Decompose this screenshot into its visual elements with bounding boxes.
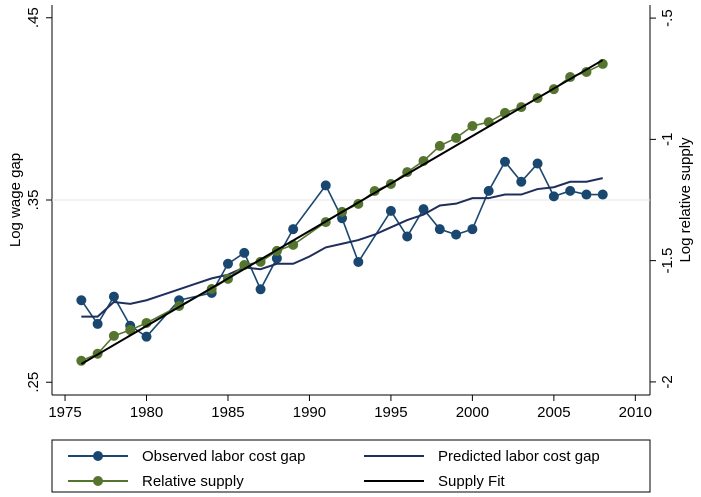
data-point — [76, 295, 87, 306]
data-point — [108, 291, 119, 302]
data-point — [516, 176, 527, 187]
x-tick-label: 2010 — [619, 404, 652, 421]
data-point — [483, 185, 494, 196]
x-tick-label: 1980 — [130, 404, 163, 421]
y-tick-label: .35 — [25, 190, 42, 211]
y-tick-label: .25 — [25, 372, 42, 393]
y2-tick-label: -2 — [659, 375, 676, 388]
data-point — [288, 224, 299, 235]
data-point — [222, 258, 233, 269]
y2-axis-label: Log relative supply — [677, 137, 694, 263]
legend-label: Supply Fit — [438, 473, 506, 490]
data-point — [271, 253, 282, 264]
y2-tick-label: -1 — [659, 133, 676, 146]
data-point — [418, 204, 429, 215]
data-point — [581, 189, 592, 200]
x-tick-label: 1975 — [48, 404, 81, 421]
data-point — [467, 121, 478, 132]
data-point — [125, 325, 136, 335]
data-point — [434, 224, 445, 235]
x-tick-label: 1995 — [374, 404, 407, 421]
data-point — [320, 180, 331, 191]
data-point — [141, 331, 152, 342]
legend-label: Predicted labor cost gap — [438, 448, 600, 465]
data-point — [467, 224, 478, 235]
data-point — [451, 229, 462, 240]
data-point — [548, 191, 559, 202]
series-line — [80, 59, 604, 365]
legend-label: Relative supply — [142, 473, 244, 490]
data-point — [353, 256, 364, 267]
y2-tick-label: -1.5 — [659, 248, 676, 274]
data-point — [402, 231, 413, 242]
data-point — [451, 132, 462, 143]
x-tick-label: 2000 — [456, 404, 489, 421]
y-axis-label: Log wage gap — [7, 153, 24, 247]
x-tick-label: 1990 — [293, 404, 326, 421]
data-point — [255, 284, 266, 295]
y2-tick-label: -.5 — [659, 9, 676, 27]
legend-marker — [93, 451, 103, 461]
data-point — [108, 330, 119, 341]
x-tick-label: 2005 — [537, 404, 570, 421]
data-point — [565, 185, 576, 196]
x-tick-label: 1985 — [211, 404, 244, 421]
y-tick-label: .45 — [25, 7, 42, 28]
data-point — [255, 256, 266, 267]
legend-marker — [93, 476, 103, 486]
data-point — [434, 140, 445, 151]
data-point — [581, 66, 592, 77]
data-point — [92, 318, 103, 329]
series-line — [81, 177, 603, 318]
data-point — [499, 156, 510, 167]
data-point — [532, 158, 543, 169]
legend-box — [51, 439, 651, 493]
legend-label: Observed labor cost gap — [142, 448, 305, 465]
data-point — [239, 247, 250, 258]
data-point — [597, 189, 608, 200]
data-point — [385, 205, 396, 216]
